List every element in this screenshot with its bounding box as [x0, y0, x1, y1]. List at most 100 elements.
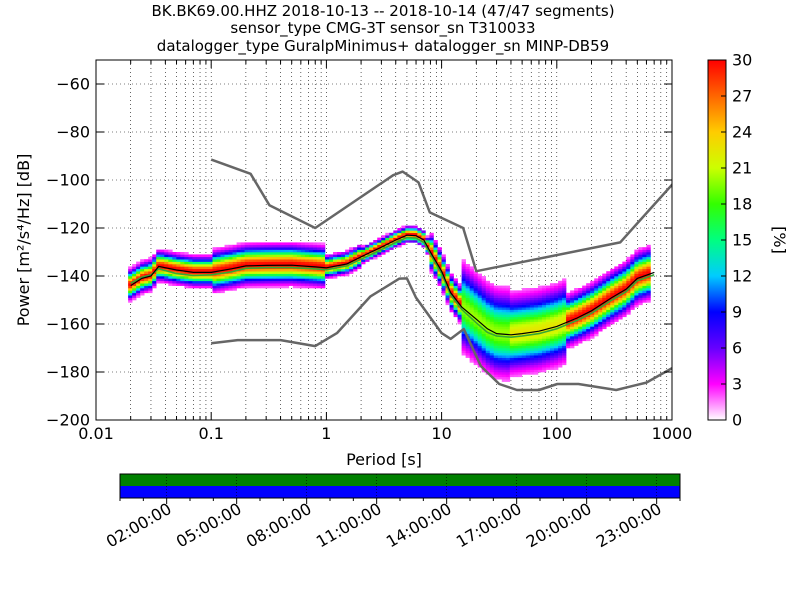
heatmap-cell [248, 261, 253, 265]
heatmap-cell [164, 278, 169, 282]
heatmap-cell [473, 273, 478, 277]
heatmap-cell [549, 297, 555, 301]
heatmap-cell [465, 321, 470, 325]
heatmap-cell [324, 264, 330, 267]
heatmap-cell [224, 266, 229, 270]
heatmap-cell [598, 302, 603, 306]
heatmap-cell [554, 355, 559, 358]
heatmap-cell [578, 331, 583, 334]
heatmap-cell [128, 285, 133, 289]
heatmap-cell [558, 340, 563, 344]
heatmap-cell [634, 264, 639, 267]
heatmap-cell [594, 324, 599, 327]
heatmap-cell [156, 266, 161, 270]
heatmap-cell [606, 316, 611, 320]
heatmap-cell [558, 288, 563, 291]
heatmap-cell [493, 364, 499, 368]
heatmap-cell [469, 309, 474, 313]
heatmap-cell [622, 273, 627, 277]
heatmap-cell [533, 333, 539, 337]
heatmap-cell [485, 288, 491, 291]
heatmap-cell [517, 331, 523, 334]
heatmap-cell [501, 333, 507, 337]
heatmap-cell [228, 249, 233, 253]
heatmap-cell [236, 278, 241, 282]
heatmap-cell [638, 256, 643, 260]
heatmap-cell [232, 264, 237, 267]
heatmap-cell [554, 331, 559, 334]
heatmap-cell [493, 292, 499, 296]
heatmap-cell [574, 321, 579, 325]
heatmap-cell [501, 376, 507, 380]
heatmap-cell [316, 268, 322, 272]
heatmap-cell [232, 259, 237, 262]
heatmap-cell [276, 249, 282, 253]
heatmap-cell [357, 249, 362, 253]
heatmap-cell [497, 360, 503, 363]
heatmap-cell [228, 273, 233, 277]
heatmap-cell [176, 259, 181, 262]
heatmap-cell [630, 292, 635, 296]
heatmap-cell [449, 300, 454, 303]
heatmap-cell [296, 268, 302, 272]
heatmap-cell [144, 288, 149, 291]
heatmap-cell [461, 266, 466, 270]
heatmap-cell [232, 273, 237, 277]
heatmap-cell [349, 266, 354, 270]
heatmap-cell [630, 285, 635, 289]
heatmap-cell [148, 290, 153, 294]
heatmap-cell [646, 259, 651, 262]
heatmap-cell [614, 312, 619, 315]
heatmap-cell [136, 268, 141, 272]
heatmap-cell [397, 228, 402, 231]
heatmap-cell [469, 312, 474, 315]
heatmap-cell [172, 276, 177, 279]
heatmap-cell [409, 237, 414, 241]
heatmap-cell [461, 343, 466, 346]
heatmap-cell [545, 316, 551, 320]
heatmap-cell [533, 362, 539, 366]
heatmap-cell [405, 228, 410, 231]
heatmap-cell [529, 321, 535, 325]
heatmap-cell [481, 333, 487, 337]
heatmap-cell [333, 264, 338, 267]
heatmap-cell [264, 254, 270, 258]
heatmap-cell [525, 328, 531, 332]
heatmap-cell [545, 360, 551, 363]
heatmap-cell [264, 283, 270, 286]
heatmap-cell [582, 295, 587, 298]
heatmap-cell [521, 364, 527, 368]
heatmap-cell [136, 290, 141, 294]
heatmap-cell [622, 307, 627, 310]
heatmap-cell [304, 276, 310, 279]
heatmap-cell [188, 264, 193, 267]
heatmap-cell [224, 278, 229, 282]
heatmap-cell [594, 290, 599, 294]
heatmap-cell [469, 283, 474, 286]
heatmap-cell [473, 357, 478, 361]
heatmap-cell [574, 297, 579, 301]
heatmap-cell [176, 280, 181, 284]
heatmap-cell [252, 261, 257, 265]
heatmap-cell [614, 271, 619, 274]
heatmap-cell [132, 268, 137, 272]
heatmap-cell [513, 326, 519, 330]
heatmap-cell [320, 264, 326, 267]
heatmap-cell [578, 324, 583, 327]
heatmap-cell [248, 268, 253, 272]
heatmap-cell [477, 312, 482, 315]
heatmap-cell [168, 254, 173, 258]
heatmap-cell [614, 273, 619, 277]
heatmap-cell [509, 348, 515, 351]
heatmap-cell [409, 228, 414, 231]
heatmap-cell [614, 266, 619, 270]
heatmap-cell [236, 254, 241, 258]
heatmap-cell [449, 278, 454, 282]
heatmap-cell [304, 283, 310, 286]
heatmap-cell [168, 264, 173, 267]
heatmap-cell [481, 321, 487, 325]
heatmap-cell [614, 309, 619, 313]
heatmap-cell [208, 261, 213, 265]
heatmap-cell [566, 333, 571, 337]
heatmap-cell [586, 283, 591, 286]
